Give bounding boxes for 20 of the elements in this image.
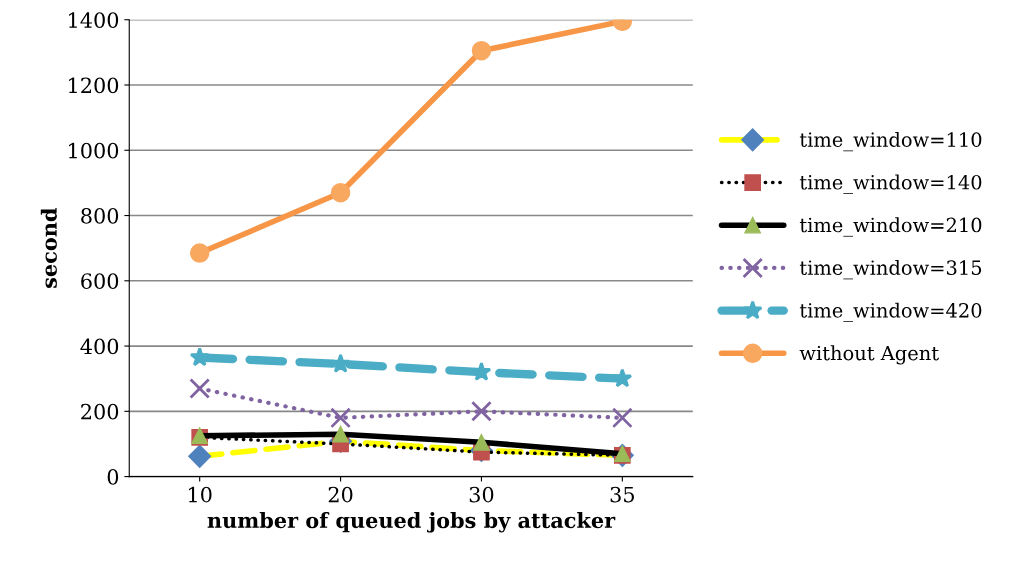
y-axis-title: second: [40, 208, 57, 288]
y-tick-label: 200: [81, 403, 119, 420]
y-tick-label: 0: [107, 469, 119, 485]
legend-label: time_window=210: [799, 217, 982, 237]
y-tick-label: 400: [80, 338, 119, 355]
x-tick-label: 10: [188, 486, 212, 503]
y-tick-label: 1200: [69, 77, 119, 94]
y-tick-label: 1000: [69, 142, 119, 159]
legend-label: without Agent: [799, 345, 939, 365]
y-tick-label: 1400: [69, 12, 119, 28]
x-tick-label: 30: [469, 486, 494, 503]
legend-label: time_window=420: [799, 302, 982, 323]
y-tick-label: 800: [81, 207, 119, 224]
legend-label: time_window=140: [799, 174, 982, 194]
x-tick-label: 20: [328, 486, 353, 503]
x-axis-title: number of queued jobs by attacker: [207, 512, 616, 533]
y-tick-label: 600: [81, 273, 119, 289]
legend-label: time_window=110: [799, 131, 982, 152]
legend-label: time_window=315: [799, 259, 982, 280]
x-tick-label: 35: [610, 486, 634, 503]
